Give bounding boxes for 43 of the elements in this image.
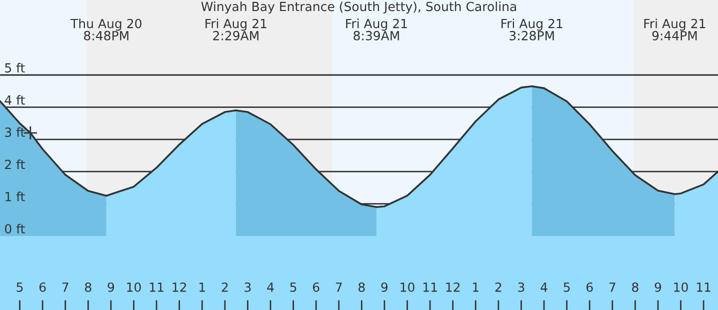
x-tick-label: 7 <box>336 282 342 292</box>
annotation: Thu Aug 20 8:48PM <box>70 18 142 40</box>
x-tick-label: 3 <box>518 282 524 292</box>
x-tick-label: 7 <box>62 282 68 292</box>
x-tick-label: 5 <box>290 282 296 292</box>
x-tick-label: 2 <box>495 282 502 292</box>
x-tick-label: 4 <box>540 282 548 292</box>
x-tick-label: 2 <box>222 282 228 292</box>
chart-title: Winyah Bay Entrance (South Jetty), South Carolina <box>201 2 516 14</box>
x-tick-label: 6 <box>312 282 320 292</box>
y-tick-label: 2 ft <box>5 159 25 169</box>
x-tick-label: 5 <box>564 282 570 292</box>
x-tick-label: 5 <box>16 282 23 292</box>
x-tick-label: 8 <box>85 282 92 292</box>
y-tick-label: 1 ft <box>6 192 25 202</box>
y-tick-label: 4 ft <box>4 95 25 105</box>
x-tick-label: 10 <box>400 282 414 292</box>
x-tick-label: 6 <box>39 282 46 292</box>
x-tick-label: 9 <box>654 282 662 292</box>
x-tick-label: 11 <box>150 282 164 292</box>
x-tick-label: 6 <box>586 282 593 292</box>
x-tick-label: 1 <box>473 282 478 292</box>
x-tick-label: 8 <box>632 282 638 292</box>
x-tick-label: 7 <box>609 282 616 292</box>
x-tick-label: 10 <box>674 282 688 292</box>
y-tick-label: 3 ft <box>5 127 25 137</box>
x-tick-label: 11 <box>696 282 710 292</box>
y-tick-label: 0 ft <box>4 224 25 234</box>
annotation: Fri Aug 21 9:44PM <box>644 18 706 40</box>
x-tick-label: 12 <box>172 282 186 292</box>
x-tick-label: 9 <box>381 282 388 292</box>
x-tick-label: 10 <box>127 282 141 292</box>
annotation: Fri Aug 21 3:28PM <box>502 18 562 40</box>
x-tick-label: 11 <box>423 282 437 292</box>
x-tick-label: 1 <box>200 282 205 292</box>
x-tick-label: 9 <box>108 282 114 292</box>
y-tick-label: 5 ft <box>5 62 25 73</box>
x-tick-label: 4 <box>267 282 274 292</box>
x-tick-label: 12 <box>446 282 460 292</box>
x-tick-label: 3 <box>244 282 251 292</box>
annotation: Fri Aug 21 8:39AM <box>346 18 407 40</box>
x-tick-label: 8 <box>358 282 365 292</box>
annotation: Fri Aug 21 2:29AM <box>206 18 266 40</box>
